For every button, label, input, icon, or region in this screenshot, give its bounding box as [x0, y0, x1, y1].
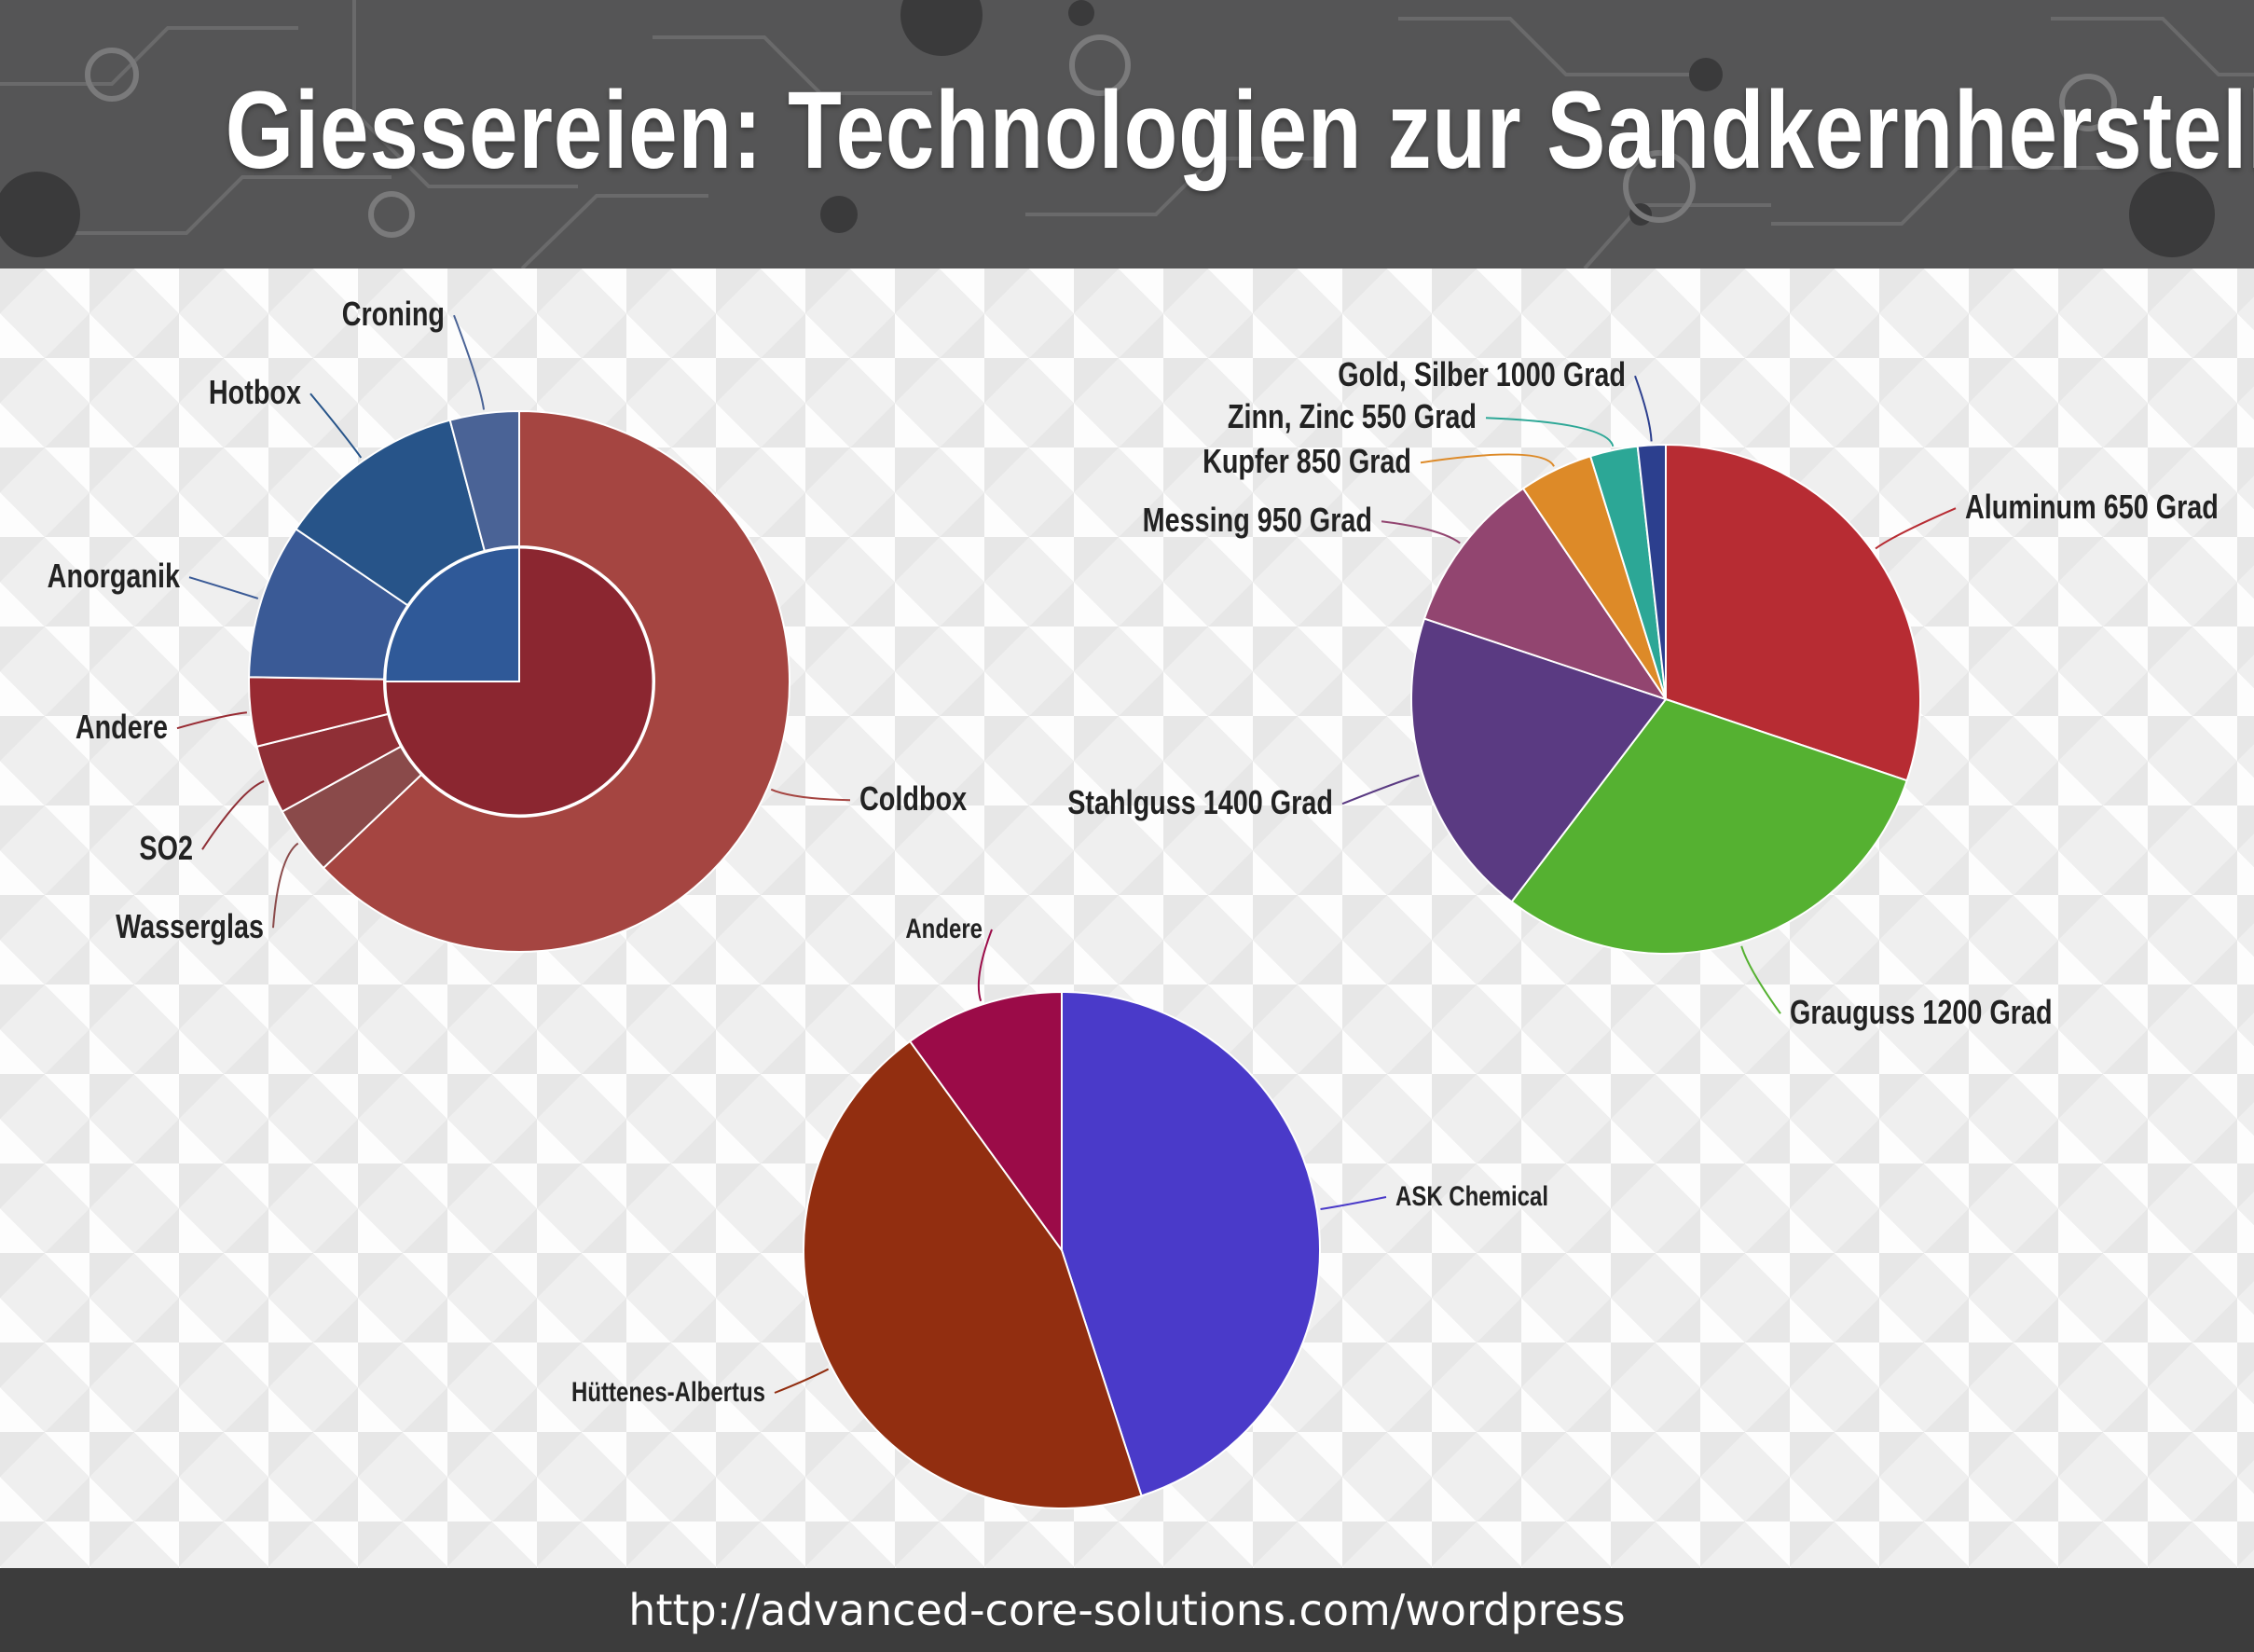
chart2-label-aluminum-650-grad: Aluminum 650 Grad: [1965, 488, 2219, 526]
chart2-slice-grauguss-1200-grad: [1510, 697, 1908, 955]
chart1-slice-coldbox: [322, 409, 790, 953]
chart2-label-messing-950-grad: Messing 950 Grad: [1143, 501, 1372, 539]
chart3-label-h-ttenes-albertus: Hüttenes-Albertus: [571, 1375, 765, 1407]
chart1-leader-line-anorganik: [188, 576, 259, 599]
chart3-leader-line-h-ttenes-albertus: [774, 1368, 830, 1394]
chart2-slice-stahlguss-1400-grad: [1410, 617, 1668, 903]
chart3-label-ask-chemical: ASK Chemical: [1395, 1179, 1548, 1211]
chart2-leader-line-stahlguss-1400-grad: [1341, 774, 1420, 805]
chart2-label-stahlguss-1400-grad: Stahlguss 1400 Grad: [1067, 783, 1333, 821]
chart2-slice-aluminum-650-grad: [1665, 443, 1921, 782]
chart2-label-zinn-zinc-550-grad: Zinn, Zinc 550 Grad: [1228, 397, 1477, 435]
chart1-leader-line-wasserglas: [272, 842, 299, 929]
chart1-leader-line-so2: [201, 780, 265, 850]
chart1-sunburst: [248, 409, 790, 953]
chart2-label-grauguss-1200-grad: Grauguss 1200 Grad: [1790, 993, 2053, 1031]
footer-url[interactable]: http://advanced-core-solutions.com/wordp…: [0, 1568, 2254, 1652]
chart2-label-kupfer-850-grad: Kupfer 850 Grad: [1203, 442, 1411, 480]
chart3-slice-ask-chemical: [1061, 990, 1321, 1497]
chart2-slice-messing-950-grad: [1422, 487, 1669, 701]
chart1-leader-line-hotbox: [309, 392, 363, 459]
chart2-label-gold-silber-1000-grad: Gold, Silber 1000 Grad: [1338, 355, 1626, 393]
chart1-label-andere: Andere: [76, 708, 168, 746]
page-title: Giessereien: Technologien zur Sandkernhe…: [225, 69, 2254, 192]
chart1-leader-line-coldbox: [770, 788, 851, 802]
chart2-leader-line-kupfer-850-grad: [1420, 453, 1555, 467]
chart2-leader-line-messing-950-grad: [1381, 520, 1461, 544]
chart1-label-coldbox: Coldbox: [859, 779, 967, 818]
chart2-leader-line-aluminum-650-grad: [1875, 507, 1957, 550]
chart3-slice-andere: [908, 990, 1063, 1254]
chart1-leader-line-croning: [453, 314, 486, 410]
header-banner: Giessereien: Technologien zur Sandkernhe…: [0, 0, 2254, 268]
chart2-leader-line-grauguss-1200-grad: [1740, 945, 1781, 1014]
chart1-label-wasserglas: Wasserglas: [116, 907, 264, 945]
circuit-pattern-decoration: [0, 0, 2254, 268]
chart1-label-so2: SO2: [139, 829, 193, 867]
chart1-slice-croning: [448, 409, 520, 553]
chart2-slice-gold-silber-1000-grad: [1636, 443, 1667, 700]
chart3-slice-h-ttenes-albertus: [802, 1039, 1143, 1509]
chart2-leader-line-zinn-zinc-550-grad: [1485, 417, 1615, 447]
chart3-label-andere: Andere: [905, 912, 983, 943]
chart1-label-croning: Croning: [342, 295, 445, 333]
chart1-leader-line-andere: [176, 711, 248, 730]
chart3-pie: [802, 990, 1321, 1509]
chart1-label-hotbox: Hotbox: [209, 373, 301, 411]
chart2-pie: [1410, 443, 1921, 955]
chart2-leader-line-gold-silber-1000-grad: [1634, 375, 1653, 442]
chart3-leader-line-andere: [977, 929, 993, 1002]
chart1-label-anorganik: Anorganik: [48, 557, 181, 595]
chart3-leader-line-ask-chemical: [1320, 1196, 1387, 1211]
